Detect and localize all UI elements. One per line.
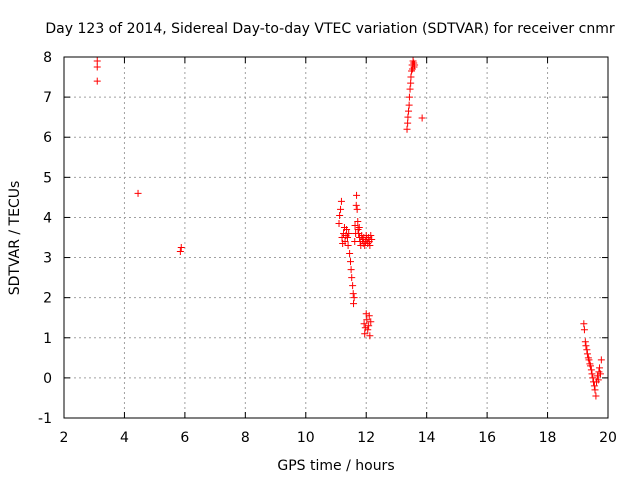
data-point [367,318,375,326]
data-point [587,366,595,374]
data-point [347,258,355,266]
data-point [348,274,356,282]
data-point [347,266,355,274]
data-point [344,242,352,250]
data-point [594,376,602,384]
data-point [589,374,597,382]
axis-ticks [63,56,609,419]
data-point [365,312,373,320]
y-axis-label: SDTVAR / TECUs [7,181,23,296]
y-tick-label: 5 [43,170,52,186]
data-point [93,77,101,85]
data-point [580,326,588,334]
data-point [335,219,343,227]
chart-title: Day 123 of 2014, Sidereal Day-to-day VTE… [45,21,614,37]
data-point [336,211,344,219]
x-axis-tick-labels: 2 4 6 8 10 12 14 16 18 20 [60,430,617,446]
data-point [341,238,349,246]
data-point [361,330,369,338]
x-tick-label: 2 [60,430,69,446]
y-tick-label: 0 [43,371,52,387]
data-point [350,300,358,308]
data-point [364,326,372,334]
y-tick-label: 3 [43,251,52,267]
data-point [93,57,101,65]
x-tick-label: 16 [478,430,496,446]
data-point [346,250,354,258]
data-point [407,79,415,87]
data-point [363,316,371,324]
plot-frame [63,56,609,419]
data-point [406,85,414,93]
data-point [586,362,594,370]
x-tick-label: 8 [241,430,250,446]
y-axis-tick-labels: -1 0 1 2 3 4 5 6 7 8 [38,50,52,427]
data-point [355,223,363,231]
grid [64,57,608,418]
data-point [366,242,374,250]
y-tick-label: 7 [43,90,52,106]
data-point [403,125,411,133]
data-point [580,320,588,328]
data-point [349,282,357,290]
data-point [352,201,360,209]
data-point [588,370,596,378]
data-point [345,229,353,237]
data-point [592,392,600,400]
data-point [360,320,368,328]
data-point [583,350,591,358]
y-tick-label: 2 [43,291,52,307]
y-tick-label: 6 [43,130,52,146]
data-point [582,342,590,350]
data-point [365,322,373,330]
x-tick-label: 6 [180,430,189,446]
y-tick-label: 4 [43,210,52,226]
x-tick-label: 4 [120,430,129,446]
data-point [337,197,345,205]
data-point [585,356,593,364]
data-point [343,225,351,233]
data-point [350,294,358,302]
data-point [368,236,376,244]
data-point [590,382,598,390]
data-point [343,234,351,241]
data-point [405,101,413,109]
data-point [353,205,361,213]
data-point [583,346,591,354]
data-point [337,205,345,213]
data-point [353,191,361,199]
y-tick-label: -1 [38,411,52,427]
data-point [596,370,604,378]
x-tick-label: 10 [297,430,315,446]
data-point [404,119,412,127]
data-point [596,364,604,372]
data-point [349,290,357,298]
data-point [597,356,605,364]
data-point [366,332,374,340]
data-point [418,114,426,122]
data-point [367,231,375,239]
data-point [404,113,412,121]
data-point [177,244,185,252]
data-point [176,248,184,256]
data-point [354,217,362,225]
x-tick-label: 12 [357,430,375,446]
y-tick-label: 1 [43,331,52,347]
x-axis-label: GPS time / hours [277,458,394,474]
data-points [93,57,605,400]
data-point [591,386,599,394]
x-tick-label: 18 [539,430,557,446]
data-point [351,221,359,229]
data-point [405,107,413,115]
y-tick-label: 8 [43,50,52,66]
data-point [581,338,589,346]
data-point [405,93,413,101]
data-point [407,73,415,81]
data-point [93,63,101,71]
data-point [134,189,142,197]
data-point [411,61,419,69]
x-tick-label: 20 [599,430,617,446]
x-tick-label: 14 [418,430,436,446]
